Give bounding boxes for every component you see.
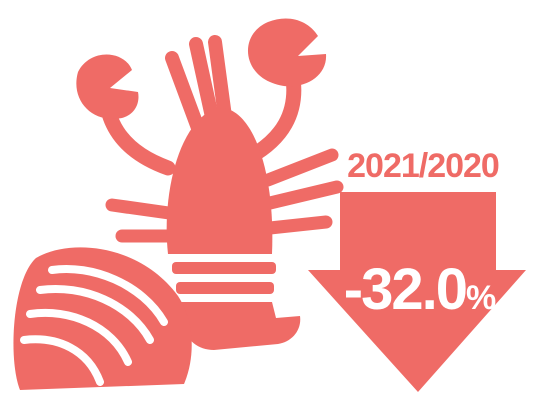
down-arrow-icon [308, 192, 526, 392]
comparison-period-label: 2021/2020 [347, 147, 500, 185]
percent-change-value: -32.0% [340, 260, 500, 335]
percent-change-number: -32.0 [343, 257, 468, 322]
lobster-icon [76, 18, 344, 350]
clam-shell-icon [13, 247, 192, 390]
percent-sign: % [465, 279, 497, 317]
